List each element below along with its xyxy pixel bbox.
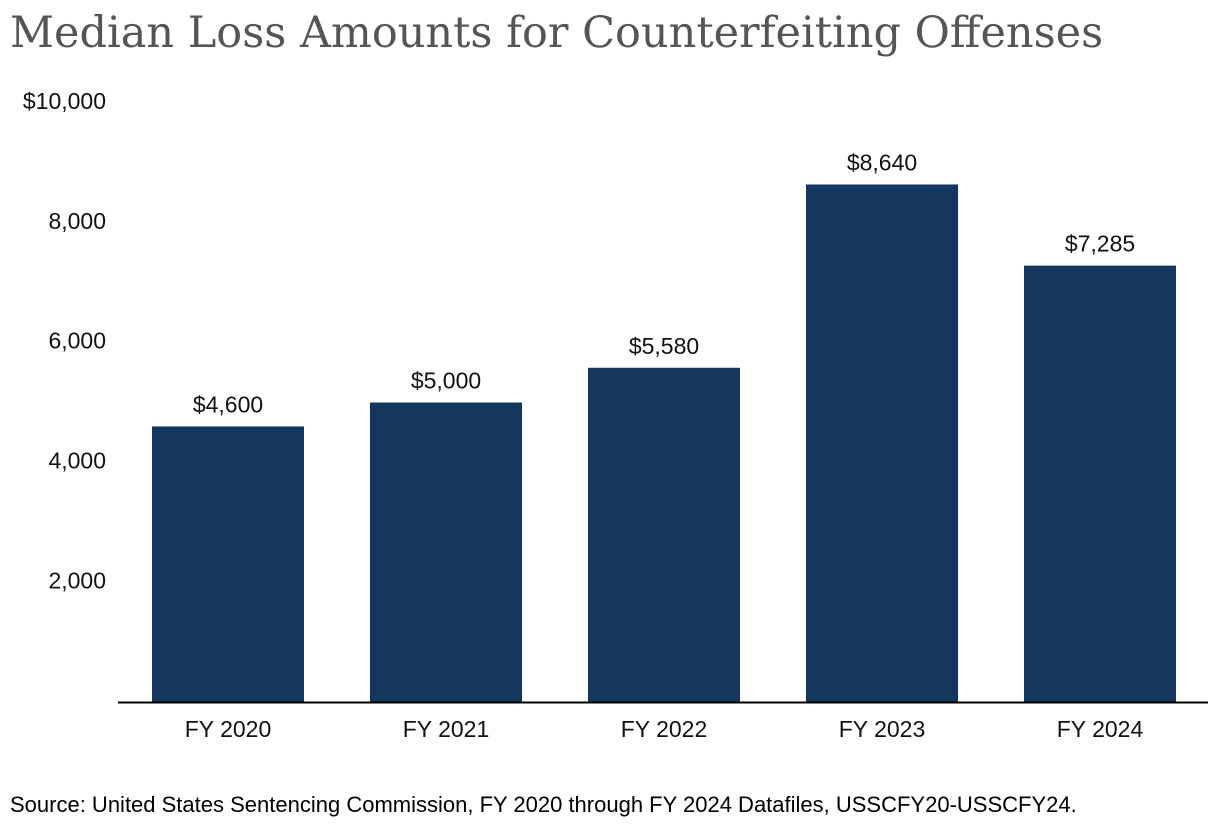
x-tick-label: FY 2021 — [403, 716, 490, 742]
source-note: Source: United States Sentencing Commiss… — [10, 792, 1077, 817]
y-tick-label: 8,000 — [48, 208, 106, 234]
x-tick-label: FY 2024 — [1057, 716, 1144, 742]
bar — [806, 184, 958, 703]
bar — [370, 402, 522, 702]
bar-value-label: $7,285 — [1065, 231, 1135, 257]
bar-value-labels: $4,600 $5,000 $5,580 $8,640 $7,285 — [193, 149, 1135, 417]
x-tick-label: FY 2022 — [621, 716, 708, 742]
bars — [152, 184, 1176, 703]
x-tick-label: FY 2020 — [185, 716, 272, 742]
bar — [588, 367, 740, 702]
bar-value-label: $8,640 — [847, 149, 917, 175]
y-tick-label: 4,000 — [48, 447, 106, 473]
y-tick-label: 2,000 — [48, 567, 106, 593]
bar — [152, 426, 304, 702]
bar-value-label: $5,580 — [629, 333, 699, 359]
bar — [1024, 265, 1176, 702]
x-tick-label: FY 2023 — [839, 716, 926, 742]
y-axis: 2,000 4,000 6,000 8,000 $10,000 — [23, 88, 106, 593]
x-axis: FY 2020 FY 2021 FY 2022 FY 2023 FY 2024 — [118, 701, 1208, 742]
y-tick-label: 6,000 — [48, 328, 106, 354]
bar-value-label: $4,600 — [193, 391, 263, 417]
bar-value-label: $5,000 — [411, 368, 481, 394]
chart-title: Median Loss Amounts for Counterfeiting O… — [10, 8, 1104, 58]
y-tick-label: $10,000 — [23, 88, 106, 114]
